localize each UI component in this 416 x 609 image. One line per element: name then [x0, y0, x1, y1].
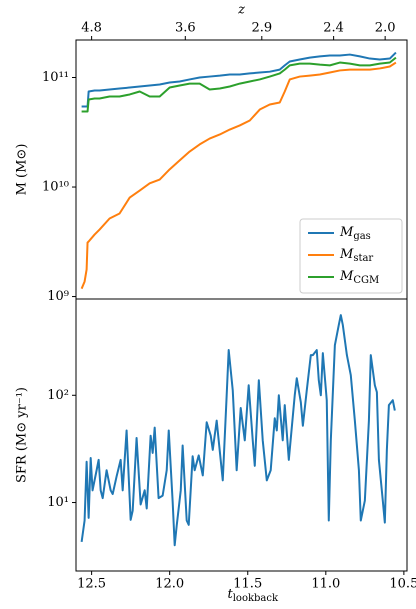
x-tick-label: 12.0 — [155, 577, 184, 592]
data-line — [80, 61, 397, 290]
legend-box — [299, 218, 403, 294]
x-tick-label: 12.5 — [77, 577, 106, 592]
y-tick-label: 10¹ — [47, 495, 69, 510]
x2-axis-label: z — [237, 3, 245, 18]
x-tick-label: 10.5 — [389, 577, 416, 592]
y-tick-label: 10¹¹ — [42, 70, 69, 85]
y-axis-label: SFR (M⊙ yr⁻¹) — [15, 387, 30, 483]
x2-tick-label: 3.6 — [175, 21, 196, 36]
x2-tick-label: 2.4 — [323, 21, 344, 36]
data-line — [80, 314, 396, 547]
data-line — [81, 56, 397, 113]
y-tick-label: 10⁹ — [47, 289, 69, 304]
x-tick-label: 11.0 — [311, 577, 340, 592]
plot-frame — [75, 298, 408, 572]
data-line — [81, 51, 397, 108]
legend-label: Mgas — [339, 225, 371, 242]
y-axis-label: M (M⊙) — [15, 144, 30, 196]
y-tick-label: 10¹⁰ — [42, 180, 69, 195]
x2-tick-label: 2.0 — [375, 21, 396, 36]
legend-label: Mstar — [339, 247, 373, 264]
x2-tick-label: 2.9 — [251, 21, 272, 36]
x-axis-label: tlookback — [228, 587, 279, 604]
x-tick-label: 11.5 — [233, 577, 262, 592]
legend-label: MCGM — [339, 269, 379, 286]
x2-tick-label: 4.8 — [81, 21, 102, 36]
y-tick-label: 10² — [47, 388, 69, 403]
